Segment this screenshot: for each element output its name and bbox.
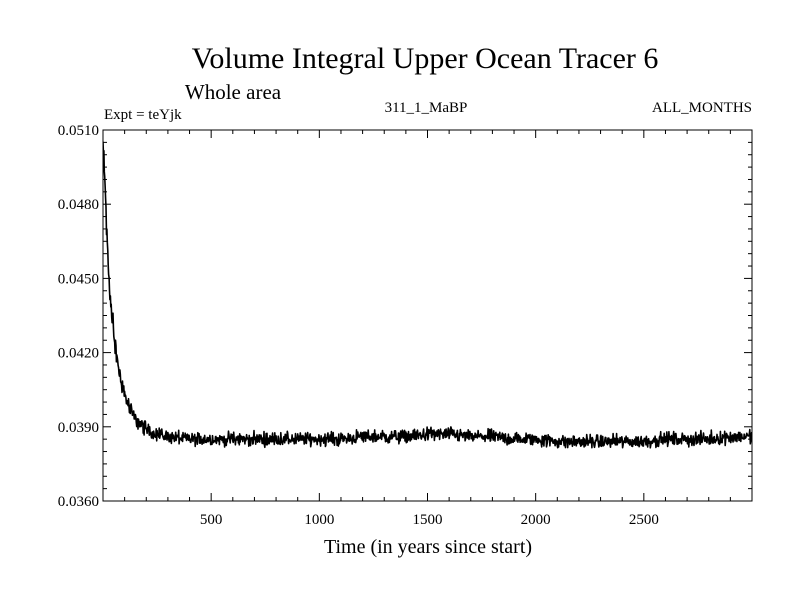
- y-tick-label: 0.0450: [58, 271, 99, 287]
- chart-subtitle: Whole area: [185, 80, 282, 104]
- x-tick-label: 1500: [413, 512, 443, 528]
- x-tick-label: 500: [200, 512, 223, 528]
- x-tick-labels: 500 1000 1500 2000 2500: [200, 512, 659, 528]
- chart-title: Volume Integral Upper Ocean Tracer 6: [192, 42, 659, 75]
- y-tick-labels: 0.0360 0.0390 0.0420 0.0450 0.0480 0.0510: [58, 123, 99, 510]
- y-tick-label: 0.0510: [58, 123, 99, 139]
- y-tick-label: 0.0360: [58, 494, 99, 510]
- y-tick-label: 0.0420: [58, 346, 99, 362]
- run-annotation: 311_1_MaBP: [385, 100, 468, 116]
- plot-area-frame: [102, 129, 753, 502]
- y-tick-label: 0.0390: [58, 420, 99, 436]
- x-tick-label: 2000: [521, 512, 551, 528]
- axis-ticks: [103, 129, 752, 502]
- x-tick-label: 2500: [629, 512, 659, 528]
- expt-annotation: Expt = teYjk: [104, 107, 182, 123]
- x-tick-label: 1000: [304, 512, 334, 528]
- x-axis-label: Time (in years since start): [324, 536, 532, 558]
- series-line-tracer-6: [103, 141, 752, 449]
- y-tick-label: 0.0480: [58, 197, 99, 213]
- months-annotation: ALL_MONTHS: [652, 100, 752, 116]
